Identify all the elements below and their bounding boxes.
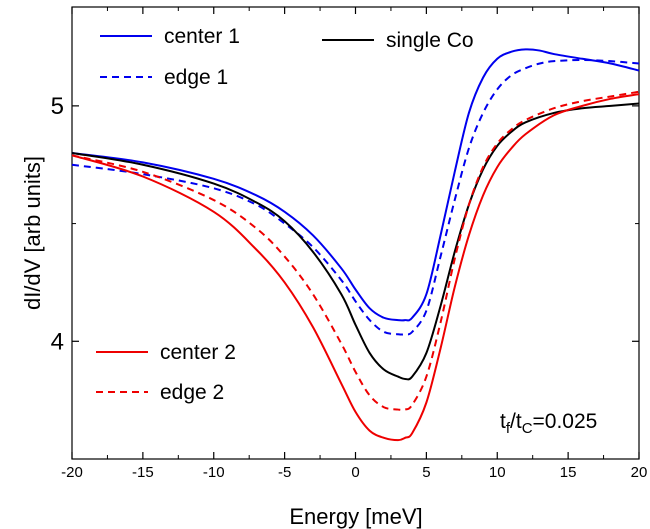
series-line-center-2 bbox=[71, 93, 640, 442]
x-tick-label: 10 bbox=[489, 464, 506, 481]
x-axis-label: Energy [meV] bbox=[289, 504, 422, 529]
series-line-center-1 bbox=[71, 48, 640, 322]
legend-label: center 2 bbox=[160, 341, 236, 364]
legend-item: edge 1 bbox=[100, 66, 228, 89]
series-line-edge-2 bbox=[71, 90, 640, 412]
series-lines bbox=[71, 48, 640, 442]
legend: center 1 edge 1 single Co center 2 edge 2 bbox=[96, 25, 474, 404]
legend-item: edge 2 bbox=[96, 381, 224, 404]
plot-frame bbox=[71, 6, 640, 460]
annotation-main: t bbox=[500, 410, 506, 433]
legend-label: edge 1 bbox=[164, 66, 228, 89]
annotation-sub1: f bbox=[506, 420, 511, 437]
y-tick-label: 4 bbox=[51, 328, 64, 355]
x-tick-label: 5 bbox=[422, 464, 430, 481]
x-tick-label: -20 bbox=[61, 464, 83, 481]
x-tick-label: -10 bbox=[203, 464, 225, 481]
y-tick-label: 5 bbox=[51, 93, 64, 120]
legend-item: center 2 bbox=[96, 341, 236, 364]
x-tick-label: 20 bbox=[631, 464, 648, 481]
annotation-ratio: tf/tC=0.025 bbox=[500, 410, 597, 437]
y-axis-label: dI/dV [arb units] bbox=[20, 156, 45, 310]
annotation-value: =0.025 bbox=[533, 410, 598, 433]
legend-item: center 1 bbox=[100, 25, 240, 48]
annotation-sub2: C bbox=[522, 420, 533, 437]
legend-label: edge 2 bbox=[160, 381, 224, 404]
series-line-edge-1 bbox=[71, 58, 640, 336]
x-tick-label: -5 bbox=[278, 464, 291, 481]
annotation-slash: /t bbox=[510, 410, 522, 433]
ticks: -20 -15 -10 -5 0 5 10 15 20 4 5 bbox=[51, 7, 648, 481]
x-tick-label: -15 bbox=[132, 464, 154, 481]
legend-label: single Co bbox=[386, 29, 474, 52]
legend-label: center 1 bbox=[164, 25, 240, 48]
series-line-single-co bbox=[71, 102, 640, 381]
legend-item: single Co bbox=[322, 29, 474, 52]
x-tick-label: 0 bbox=[351, 464, 359, 481]
x-tick-label: 15 bbox=[560, 464, 577, 481]
